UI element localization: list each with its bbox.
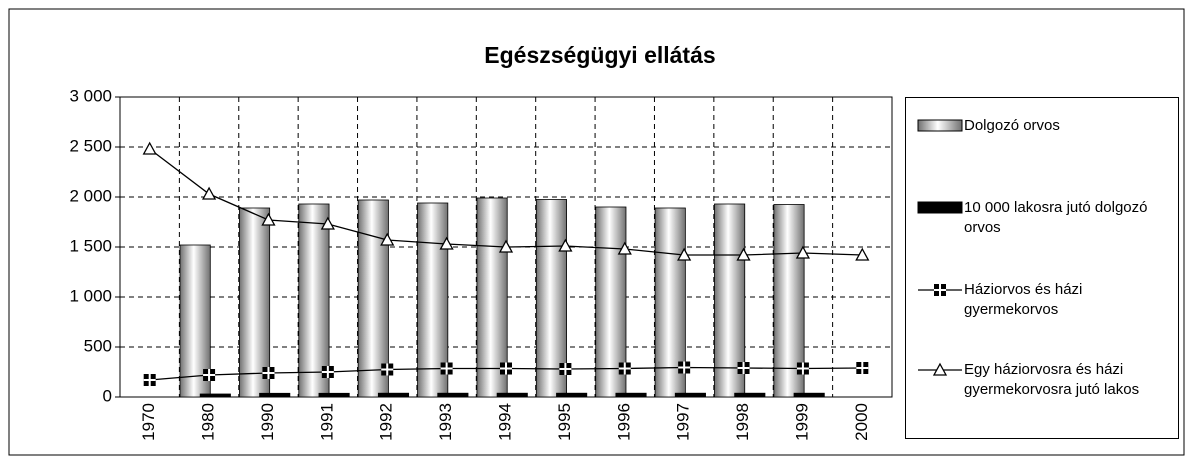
marker-cross [856, 362, 869, 374]
legend-bar [917, 119, 963, 132]
triangle-marker [498, 239, 514, 253]
square-marker [321, 366, 334, 378]
x-tick-label: 1993 [436, 403, 455, 441]
legend-label: 10 000 lakosra jutó dolgozó orvos [964, 199, 1148, 236]
bar [259, 392, 291, 398]
triangle-marker [932, 362, 948, 376]
bar [615, 392, 647, 398]
legend-item: Egy háziorvosra és házi gyermekorvosra j… [916, 360, 1164, 400]
x-tick-label: 1998 [733, 403, 752, 441]
triangle-marker [795, 245, 811, 259]
x-tick-label: 1991 [317, 403, 336, 441]
square-marker [143, 374, 156, 386]
y-tick-label: 2 000 [69, 186, 112, 205]
square-marker [678, 361, 691, 374]
marker-cross [143, 374, 156, 386]
legend-item: 10 000 lakosra jutó dolgozó orvos [916, 198, 1164, 238]
bar [556, 392, 588, 398]
bar [734, 392, 766, 398]
triangle-marker [617, 241, 632, 255]
y-tick-label: 3 000 [69, 86, 112, 105]
legend-bar [917, 201, 963, 214]
bar [437, 392, 469, 398]
x-tick-label: 1996 [614, 403, 633, 441]
x-tick-label: 1997 [674, 403, 693, 441]
square-marker [203, 369, 216, 381]
square-marker [500, 362, 512, 375]
y-tick-label: 500 [84, 336, 112, 355]
marker-cross [618, 362, 631, 375]
marker-cross [678, 361, 691, 374]
square-marker [618, 362, 631, 375]
legend-swatch [918, 284, 962, 296]
square-marker [934, 284, 946, 296]
y-tick-label: 1 500 [69, 236, 112, 255]
bar [496, 392, 528, 398]
marker-cross [262, 367, 275, 379]
square-marker [856, 362, 869, 374]
triangle-marker [201, 186, 217, 200]
chart-title: Egészségügyi ellátás [484, 42, 715, 68]
x-tick-label: 1990 [258, 403, 277, 441]
legend-label: Egy háziorvosra és házi gyermekorvosra j… [964, 361, 1140, 398]
legend-label: Dolgozó orvos [964, 117, 1060, 134]
x-tick-label: 1995 [555, 403, 574, 441]
triangle-marker [736, 247, 751, 261]
legend-label: Háziorvos és házi gyermekorvos [964, 281, 1083, 318]
legend-item: Háziorvos és házi gyermekorvos [916, 280, 1164, 320]
triangle-marker [261, 212, 276, 226]
triangle-marker [380, 232, 395, 246]
legend-swatch [918, 362, 962, 376]
triangle-marker [320, 216, 335, 230]
square-marker [737, 362, 750, 374]
x-tick-label: 1970 [139, 403, 158, 441]
triangle-marker [439, 236, 454, 250]
y-tick-label: 0 [103, 386, 112, 405]
legend-swatch [917, 119, 963, 132]
x-tick-label: 2000 [852, 403, 871, 441]
y-tick-label: 2 500 [69, 136, 112, 155]
triangle-marker [558, 238, 573, 252]
marker-cross [381, 363, 394, 376]
marker-cross [796, 362, 809, 375]
triangle-marker [142, 141, 157, 155]
bar [793, 392, 825, 398]
marker-cross [440, 362, 453, 375]
chart-border [8, 8, 1185, 456]
legend-swatch [917, 201, 963, 214]
bar [199, 393, 231, 398]
marker-cross [934, 284, 946, 296]
marker-cross [737, 362, 750, 374]
square-marker [262, 367, 275, 379]
x-tick-label: 1992 [377, 403, 396, 441]
marker-cross [500, 362, 512, 375]
bar [298, 203, 330, 398]
x-tick-label: 1980 [199, 403, 218, 441]
x-tick-label: 1999 [792, 403, 811, 441]
triangle-marker [677, 247, 692, 261]
bar [674, 392, 706, 398]
legend-item: Dolgozó orvos [916, 116, 1164, 136]
square-marker [381, 363, 394, 376]
marker-cross [321, 366, 334, 378]
bar [377, 392, 410, 398]
marker-cross [559, 363, 572, 375]
legend: Dolgozó orvos 10 000 lakosra jutó dolgozó… [905, 97, 1179, 439]
bar [318, 392, 350, 398]
square-marker [440, 362, 453, 375]
square-marker [559, 363, 572, 375]
triangle-marker [855, 247, 870, 261]
marker-cross [203, 369, 216, 381]
x-tick-label: 1994 [495, 403, 514, 441]
y-tick-label: 1 000 [69, 286, 112, 305]
bar [238, 207, 271, 398]
square-marker [796, 362, 809, 375]
